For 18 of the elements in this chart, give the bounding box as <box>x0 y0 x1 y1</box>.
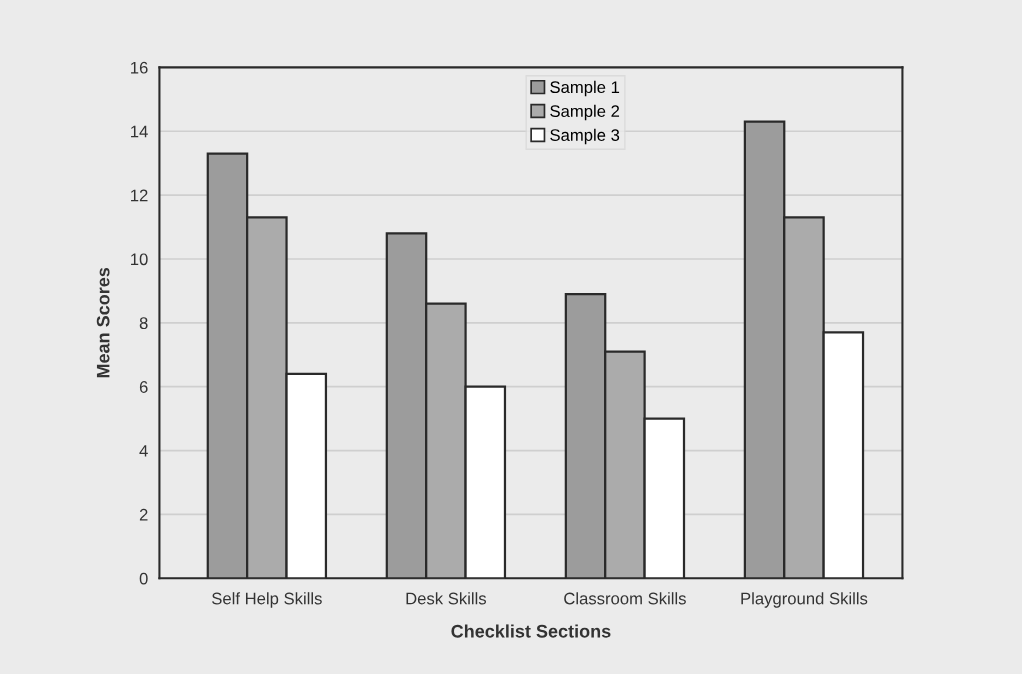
legend-label: Sample 3 <box>550 128 620 145</box>
y-axis-title: Mean Scores <box>96 267 110 378</box>
x-tick-label: Self Help Skills <box>212 592 322 608</box>
y-tick-label: 0 <box>139 572 148 585</box>
y-tick-label: 2 <box>139 508 148 521</box>
legend-label: Sample 2 <box>550 104 620 121</box>
x-tick-label: Playground Skills <box>741 592 868 608</box>
y-tick-label: 12 <box>131 189 148 202</box>
y-tick-label: 6 <box>139 381 148 393</box>
x-tick-label: Classroom Skills <box>564 592 686 605</box>
x-axis-title: Checklist Sections <box>451 624 611 638</box>
x-tick-label: Desk Skills <box>406 592 487 605</box>
y-tick-label: 8 <box>139 317 148 330</box>
y-tick-label: 10 <box>131 253 148 266</box>
y-tick-label: 16 <box>131 61 148 74</box>
legend-label: Sample 1 <box>550 80 620 97</box>
y-tick-label: 14 <box>131 125 148 138</box>
y-tick-label: 4 <box>139 445 148 457</box>
